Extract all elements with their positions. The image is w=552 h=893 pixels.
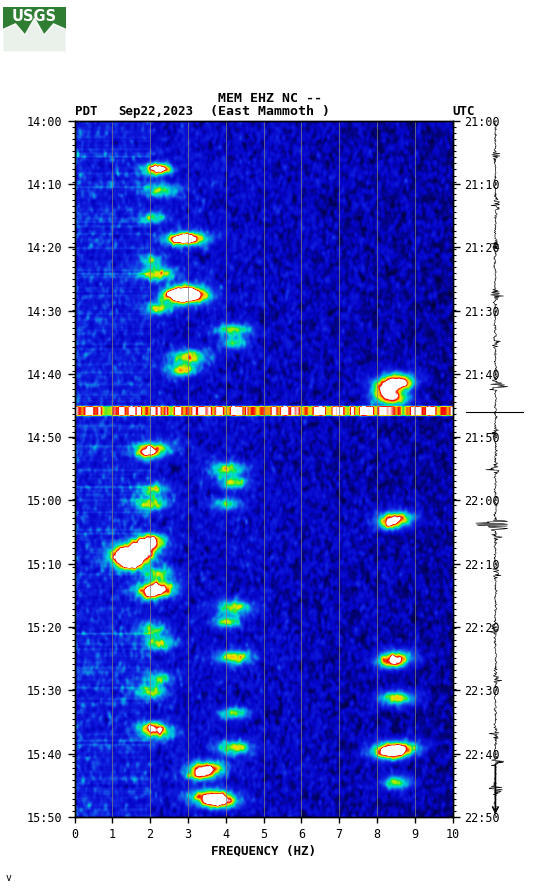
Text: PDT: PDT xyxy=(75,104,97,118)
Polygon shape xyxy=(3,19,66,52)
Text: v: v xyxy=(6,873,12,883)
Text: UTC: UTC xyxy=(453,104,475,118)
Text: Sep22,2023: Sep22,2023 xyxy=(119,104,194,118)
X-axis label: FREQUENCY (HZ): FREQUENCY (HZ) xyxy=(211,845,316,857)
Text: (East Mammoth ): (East Mammoth ) xyxy=(210,104,331,118)
Text: USGS: USGS xyxy=(12,9,57,23)
Text: MEM EHZ NC --: MEM EHZ NC -- xyxy=(219,92,322,105)
